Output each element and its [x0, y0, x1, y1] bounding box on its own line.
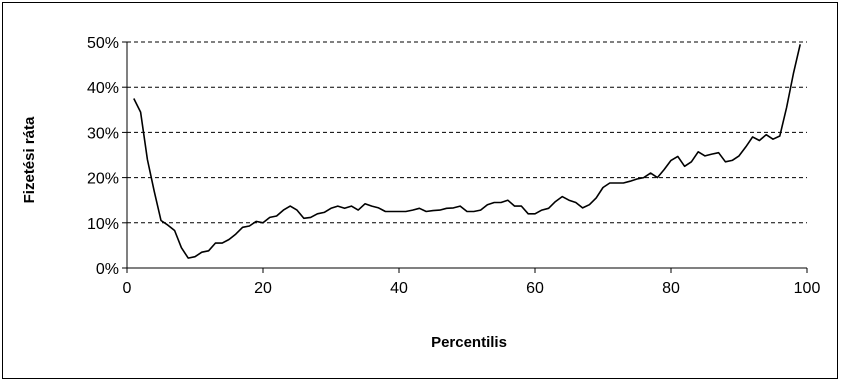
y-tick-label: 20%	[87, 171, 119, 188]
x-tick-label: 80	[662, 280, 680, 297]
x-axis-title: Percentilis	[431, 334, 507, 351]
chart-frame: 0% 10% 20% 30% 40% 50% 0 20 40 60 80 100 Percentili…	[2, 2, 838, 379]
y-tick-label: 40%	[87, 80, 119, 97]
series-layer	[133, 44, 801, 259]
x-tick-label: 40	[390, 280, 408, 297]
gridlines	[127, 41, 807, 224]
x-tick-label: 20	[254, 280, 272, 297]
y-axis-title: Fizetési ráta	[21, 116, 38, 203]
y-tick-label: 10%	[87, 216, 119, 233]
y-tick-label: 50%	[87, 35, 119, 52]
y-tick-label: 0%	[96, 261, 119, 278]
line-chart: 0% 10% 20% 30% 40% 50% 0 20 40 60 80 100 Percentili…	[21, 35, 820, 351]
series-line	[133, 44, 801, 259]
x-tick-label: 60	[526, 280, 544, 297]
x-tick-label: 0	[123, 280, 132, 297]
x-tick-label: 100	[794, 280, 821, 297]
axes	[122, 41, 808, 273]
tick-labels: 0% 10% 20% 30% 40% 50% 0 20 40 60 80 100	[87, 35, 820, 297]
y-tick-label: 30%	[87, 125, 119, 142]
